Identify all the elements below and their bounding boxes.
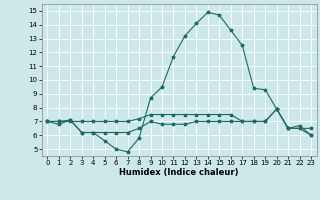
X-axis label: Humidex (Indice chaleur): Humidex (Indice chaleur) <box>119 168 239 177</box>
